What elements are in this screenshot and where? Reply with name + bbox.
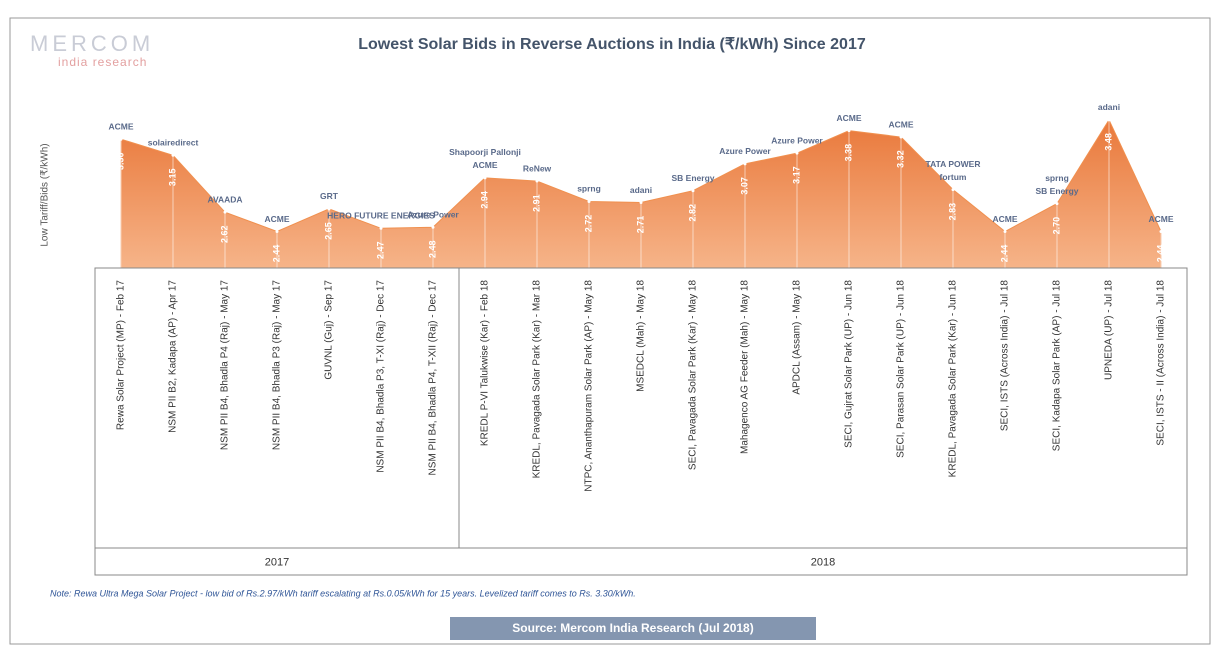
winner-label: ACME	[836, 113, 861, 123]
winner-label: TATA POWER	[926, 159, 981, 169]
point	[1107, 118, 1111, 122]
x-tick-label: SECI, ISTS (Across India) - Jul 18	[1000, 280, 1011, 432]
chart-title: Lowest Solar Bids in Reverse Auctions in…	[358, 36, 866, 53]
winner-label: GRT	[320, 191, 339, 201]
winner-label: Azure Power	[771, 135, 823, 145]
winner-label: HERO FUTURE ENERGIES	[327, 211, 435, 221]
point	[171, 153, 175, 157]
winner-label: SB Energy	[672, 173, 715, 183]
value-label: 3.32	[895, 150, 905, 168]
winner-label: solairedirect	[148, 138, 199, 148]
x-tick-label: KREDL, Pavagada Solar Park (Kar) - Mar 1…	[532, 280, 543, 479]
point	[119, 137, 123, 141]
x-tick-label: GUVNL (Guj) - Sep 17	[324, 280, 335, 380]
value-label: 2.62	[219, 225, 229, 243]
point	[587, 199, 591, 203]
x-tick-label: SECI, Pavagada Solar Park (Kar) - May 18	[688, 280, 699, 471]
x-tick-label: NSM PII B4, Bhadla P4 (Raj) - May 17	[220, 280, 231, 451]
point	[1055, 202, 1059, 206]
y-axis-label: Low Tariff/Bids (₹/kWh)	[40, 143, 51, 246]
value-label: 2.72	[583, 215, 593, 233]
point	[1003, 230, 1007, 234]
value-label: 3.38	[843, 144, 853, 162]
winner-label: AVAADA	[207, 194, 242, 204]
point	[639, 201, 643, 205]
winner-label: sprng	[1045, 173, 1069, 183]
brand: MERCOM	[30, 31, 154, 56]
winner-label: Azure Power	[719, 146, 771, 156]
x-tick-label: NSM PII B2, Kadapa (AP) - Apr 17	[168, 280, 179, 433]
winner-label: SB Energy	[1036, 186, 1079, 196]
winner-label: fortum	[940, 172, 967, 182]
value-label: 2.47	[375, 242, 385, 260]
winner-label: ACME	[888, 119, 913, 129]
value-label: 2.71	[635, 216, 645, 234]
value-label: 2.65	[323, 222, 333, 240]
winner-label: ACME	[992, 214, 1017, 224]
x-tick-label: Rewa Solar Project (MP) - Feb 17	[116, 280, 127, 430]
value-label: 2.70	[1051, 217, 1061, 235]
x-tick-label: NTPC, Ananthapuram Solar Park (AP) - May…	[584, 280, 595, 492]
winner-label: Azure Power	[407, 209, 459, 219]
x-tick-label: SECI, Kadapa Solar Park (AP) - Jul 18	[1052, 280, 1063, 452]
winner-label: adani	[630, 185, 652, 195]
point	[691, 189, 695, 193]
group-label: 2017	[265, 556, 289, 568]
point	[847, 129, 851, 133]
group-label: 2018	[811, 556, 835, 568]
point	[795, 151, 799, 155]
point	[535, 179, 539, 183]
category-table	[94, 267, 1188, 576]
x-tick-label: UPNEDA (UP) - Jul 18	[1104, 280, 1115, 380]
point	[1159, 230, 1163, 234]
winner-label: ACME	[472, 160, 497, 170]
point	[899, 135, 903, 139]
winner-label: ACME	[108, 121, 133, 131]
x-tick-label: APDCL (Assam) - May 18	[792, 280, 803, 395]
value-label: 2.82	[687, 204, 697, 222]
winner-label: sprng	[577, 184, 601, 194]
value-label: 3.15	[167, 169, 177, 187]
point	[431, 225, 435, 229]
value-label: 2.44	[1155, 245, 1165, 263]
value-label: 2.91	[531, 194, 541, 212]
x-tick-label: NSM PII B4, Bhadla P4, T-XII (Raj) - Dec…	[428, 280, 439, 476]
winner-label: ACME	[264, 214, 289, 224]
value-label: 2.44	[271, 245, 281, 263]
x-tick-label: SECI, Parasan Solar Park (UP) - Jun 18	[896, 280, 907, 458]
value-label: 3.48	[1103, 133, 1113, 151]
source-box	[450, 617, 816, 640]
point	[327, 207, 331, 211]
winner-label: adani	[1098, 102, 1120, 112]
x-tick-label: SECI, ISTS - II (Across India) - Jul 18	[1156, 280, 1167, 446]
x-tick-label: SECI, Gujrat Solar Park (UP) - Jun 18	[844, 280, 855, 448]
point	[483, 176, 487, 180]
point	[951, 188, 955, 192]
x-tick-label: NSM PII B4, Bhadla P3, T-XI (Raj) - Dec …	[376, 280, 387, 473]
value-label: 2.48	[427, 240, 437, 258]
value-label: 3.17	[791, 166, 801, 184]
winner-label: ReNew	[523, 163, 552, 173]
point	[275, 230, 279, 234]
value-label: 2.44	[999, 245, 1009, 263]
x-tick-label: KREDL P-VI Talukwise (Kar) - Feb 18	[480, 280, 491, 447]
point	[743, 162, 747, 166]
value-label: 2.94	[479, 191, 489, 209]
frame	[9, 17, 1211, 645]
winner-label: Shapoorji Pallonji	[449, 147, 521, 157]
x-tick-label: KREDL, Pavagada Solar Park (Kar) - Jun 1…	[948, 280, 959, 478]
value-label: 3.30	[115, 152, 125, 170]
x-tick-label: NSM PII B4, Bhadla P3 (Raj) - May 17	[272, 280, 283, 451]
note: Note: Rewa Ultra Mega Solar Project - lo…	[50, 588, 636, 598]
brand-sub: india research	[58, 55, 147, 69]
x-tick-label: MSEDCL (Mah) - May 18	[636, 280, 647, 392]
source: Source: Mercom India Research (Jul 2018)	[512, 621, 753, 635]
point	[223, 210, 227, 214]
winner-label: ACME	[1148, 214, 1173, 224]
x-tick-label: Mahagenco AG Feeder (Mah) - May 18	[740, 280, 751, 454]
value-label: 3.07	[739, 177, 749, 195]
point	[379, 226, 383, 230]
value-label: 2.83	[947, 203, 957, 221]
